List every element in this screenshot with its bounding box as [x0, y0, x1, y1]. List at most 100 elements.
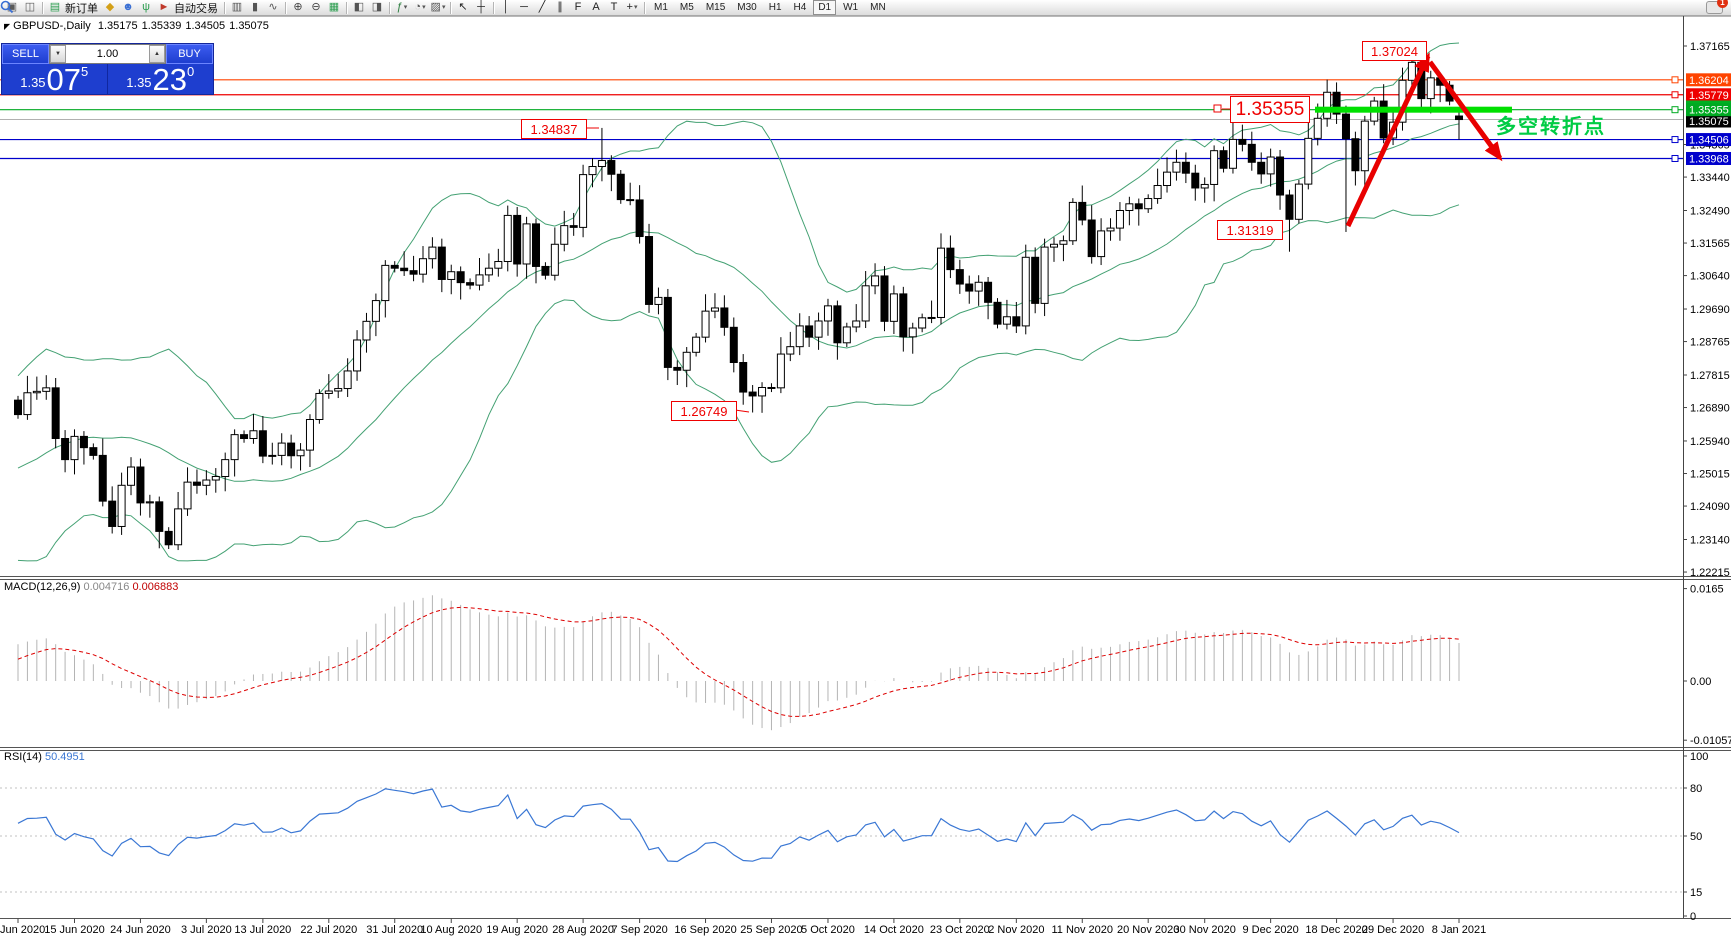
- trendline-icon[interactable]: ╱: [538, 1, 546, 13]
- dropdown-caret-icon[interactable]: ▾: [422, 4, 426, 11]
- macd-indicator-label: MACD(12,26,9) 0.004716 0.006883: [4, 581, 178, 593]
- new-chart-window-icon[interactable]: ▣: [6, 1, 18, 13]
- autotrading-icon-label[interactable]: 自动交易: [174, 2, 218, 15]
- svg-text:25 Sep 2020: 25 Sep 2020: [740, 924, 802, 936]
- svg-text:1.32490: 1.32490: [1690, 205, 1730, 217]
- sell-price-big: 07: [46, 62, 82, 97]
- svg-text:13 Jul 2020: 13 Jul 2020: [234, 924, 291, 936]
- price-chip: [1686, 88, 1731, 102]
- ohlc-close: 1.35075: [229, 20, 269, 32]
- volume-increase-button[interactable]: ▲: [149, 45, 165, 63]
- indicators-icon[interactable]: ƒ ▾: [396, 1, 408, 13]
- vertical-line-icon[interactable]: │: [502, 1, 510, 13]
- templates-icon[interactable]: ▨ ▾: [430, 1, 446, 13]
- fibonacci-icon[interactable]: F: [574, 1, 582, 13]
- auto-scroll-icon[interactable]: ◧: [353, 1, 365, 13]
- chinese-annotation[interactable]: 多空转折点: [1496, 116, 1606, 138]
- timeframe-h4[interactable]: H4: [793, 2, 807, 13]
- price-annotation[interactable]: 1.37024: [1362, 41, 1427, 61]
- buy-price-big: 23: [152, 62, 188, 97]
- timeframe-m30[interactable]: M30: [737, 2, 757, 13]
- macd-signal-value: 0.006883: [132, 581, 179, 593]
- new-order-icon-label[interactable]: 新订单: [65, 2, 98, 15]
- price-annotation[interactable]: 1.26749: [671, 401, 737, 421]
- price-axis[interactable]: 1.371651.343651.334401.324901.315651.306…: [0, 16, 1731, 923]
- crosshair-icon[interactable]: ┼: [477, 1, 485, 13]
- svg-text:15 Jun 2020: 15 Jun 2020: [44, 924, 105, 936]
- timeframe-w1[interactable]: W1: [843, 2, 859, 13]
- price-chip: [1686, 73, 1731, 87]
- autotrading-icon[interactable]: ►: [158, 1, 170, 13]
- buy-price[interactable]: 1.35 23 0: [108, 62, 214, 97]
- svg-text:1.35075: 1.35075: [1689, 116, 1729, 128]
- hline-handle[interactable]: [1671, 154, 1679, 162]
- svg-text:15: 15: [1690, 887, 1702, 899]
- sell-button[interactable]: SELL: [2, 44, 49, 64]
- search-icon[interactable]: [0, 0, 14, 14]
- timeframe-h1[interactable]: H1: [768, 2, 782, 13]
- dropdown-caret-icon[interactable]: ▾: [633, 4, 638, 11]
- svg-text:20 Nov 2020: 20 Nov 2020: [1117, 924, 1179, 936]
- periods-icon[interactable]: ◔ ▾: [414, 1, 426, 13]
- horizontal-line-icon[interactable]: ─: [520, 1, 528, 13]
- navigator-icon[interactable]: ☻: [122, 1, 134, 13]
- timeframe-m15[interactable]: M15: [705, 2, 726, 13]
- support-line-segment[interactable]: [1315, 106, 1512, 113]
- timeframe-m5[interactable]: M5: [679, 2, 694, 13]
- toolbar-separator: [493, 1, 494, 14]
- dropdown-caret-icon[interactable]: ▾: [441, 4, 446, 11]
- new-order-icon[interactable]: ▤: [49, 1, 61, 13]
- text-icon[interactable]: A: [592, 1, 600, 13]
- price-annotation[interactable]: 1.31319: [1217, 220, 1283, 240]
- cursor-icon[interactable]: ↖: [458, 1, 468, 13]
- macd-name: MACD(12,26,9): [4, 581, 81, 593]
- price-chip: [1686, 151, 1731, 165]
- hline-handle[interactable]: [1671, 76, 1679, 84]
- text-label-icon[interactable]: T: [610, 1, 618, 13]
- dropdown-caret-icon[interactable]: ▾: [403, 4, 408, 11]
- history-center-icon[interactable]: ◆: [105, 1, 115, 13]
- hline-handle[interactable]: [1671, 136, 1679, 144]
- price-chip: [1686, 103, 1731, 117]
- svg-text:1.33440: 1.33440: [1690, 172, 1730, 184]
- line-chart-type-icon[interactable]: ∿: [268, 1, 278, 13]
- tile-windows-icon[interactable]: ▦: [328, 1, 340, 13]
- chart-shift-icon[interactable]: ◨: [371, 1, 383, 13]
- sell-price-prefix: 1.35: [20, 75, 46, 90]
- arrows-tool-icon[interactable]: + ▾: [626, 1, 638, 13]
- timeframe-m1[interactable]: M1: [654, 2, 668, 13]
- svg-text:1.25015: 1.25015: [1690, 469, 1730, 481]
- drawing-objects[interactable]: [585, 52, 1512, 413]
- bar-chart-type-icon[interactable]: ▥: [231, 1, 243, 13]
- zoom-in-icon[interactable]: ⊕: [293, 1, 303, 13]
- timeframe-d1[interactable]: D1: [813, 0, 837, 15]
- volume-input[interactable]: 1.00: [96, 48, 119, 60]
- svg-text:1.22215: 1.22215: [1690, 567, 1730, 579]
- equidistant-channel-icon[interactable]: ∥: [557, 1, 563, 13]
- svg-text:2 Nov 2020: 2 Nov 2020: [988, 924, 1044, 936]
- toolbar-separator: [389, 1, 390, 14]
- notifications-icon[interactable]: 1: [1706, 0, 1728, 14]
- toolbar-separator: [644, 1, 645, 14]
- zoom-out-icon[interactable]: ⊖: [311, 1, 321, 13]
- volume-decrease-button[interactable]: ▼: [50, 45, 66, 63]
- price-annotation[interactable]: 1.35355: [1230, 96, 1310, 123]
- sell-price[interactable]: 1.35 07 5: [2, 62, 108, 97]
- svg-text:0: 0: [1690, 911, 1696, 923]
- hline-handle[interactable]: [1671, 91, 1679, 99]
- timeframe-mn[interactable]: MN: [870, 2, 886, 13]
- candlestick-type-icon[interactable]: ▮: [251, 1, 259, 13]
- volume-box: ▼ 1.00 ▲: [49, 44, 166, 64]
- toolbar-separator: [346, 1, 347, 14]
- strategy-signal-icon[interactable]: ψ: [142, 1, 150, 13]
- toolbar-separator: [42, 1, 43, 14]
- chart-profiles-icon[interactable]: ◫: [24, 1, 36, 13]
- price-annotation[interactable]: 1.34837: [521, 119, 587, 139]
- notification-badge: 1: [1717, 0, 1728, 8]
- symbol-info: ◤ GBPUSD-,Daily 1.35175 1.35339 1.34505 1.35…: [4, 20, 273, 32]
- buy-button[interactable]: BUY: [166, 44, 213, 64]
- hline-handle[interactable]: [1671, 106, 1679, 114]
- svg-text:1.26890: 1.26890: [1690, 403, 1730, 415]
